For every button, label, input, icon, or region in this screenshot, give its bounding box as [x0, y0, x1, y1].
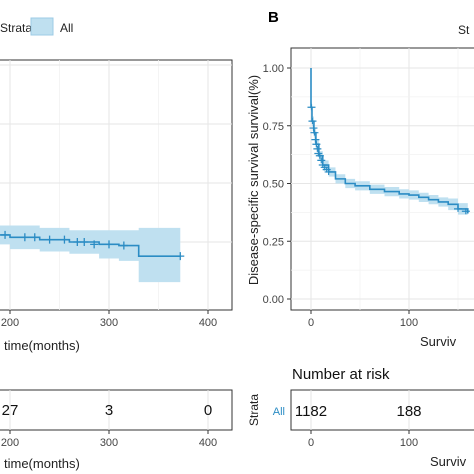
- risk-table-b-title: Number at risk: [292, 366, 390, 383]
- panel-b-frame: [290, 47, 474, 311]
- censor-mark: [73, 238, 82, 246]
- censor-mark: [105, 240, 113, 249]
- censor-mark: [308, 118, 317, 125]
- risk-table-b-grid: [310, 390, 410, 430]
- censor-mark: [317, 157, 326, 164]
- y-tick-label: 0.50: [263, 179, 284, 191]
- x-tick-label: 300: [100, 437, 118, 449]
- x-tick-label: 200: [1, 317, 19, 329]
- risk-table-a-frame: [0, 389, 233, 431]
- legend-a: Strata All: [0, 17, 73, 36]
- panel-b-ylabel: Disease-specific survival survival(%): [246, 75, 261, 285]
- panel-a-xlabel: time(months): [4, 338, 80, 353]
- censor-mark: [45, 235, 54, 244]
- legend-a-entry: All: [60, 21, 73, 35]
- x-tick-label: 0: [308, 437, 314, 449]
- x-tick-label: 100: [400, 317, 418, 329]
- censor-mark: [119, 241, 128, 250]
- risk-table-a-xticks: 200 300 400: [1, 430, 217, 449]
- censor-mark: [80, 238, 89, 246]
- censor-mark: [461, 208, 470, 215]
- censor-mark: [454, 205, 462, 212]
- risk-count: 0: [204, 402, 212, 419]
- panel-b-grid: [291, 48, 474, 310]
- legend-b-strata-label: St: [458, 23, 470, 37]
- risk-table-a-counts: 27 3 0: [2, 402, 213, 419]
- y-tick-label: 0.75: [263, 121, 284, 133]
- panel-b-ci-band: [311, 68, 468, 220]
- risk-count: 27: [2, 402, 19, 419]
- censor-mark: [30, 233, 39, 242]
- risk-count: 188: [396, 403, 421, 420]
- risk-table-b-counts: 1182 188: [295, 403, 422, 420]
- censor-mark: [315, 152, 324, 159]
- censor-mark: [310, 129, 319, 136]
- censor-mark: [311, 136, 320, 143]
- y-tick-label: 1.00: [263, 63, 284, 75]
- panel-b-xticks: 0 100: [308, 310, 418, 329]
- legend-a-strata-label: Strata: [0, 21, 32, 35]
- risk-table-b-xticks: 0 100: [308, 430, 418, 449]
- censor-mark: [309, 125, 318, 132]
- censor-mark: [176, 252, 185, 261]
- x-tick-label: 300: [100, 317, 118, 329]
- censor-mark: [20, 233, 29, 242]
- legend-a-swatch: [30, 17, 54, 36]
- risk-table-b-frame: [290, 389, 474, 431]
- risk-count: 3: [105, 402, 113, 419]
- censor-mark: [90, 240, 99, 249]
- panel-b-yticks: 1.00 0.75 0.50 0.25 0.00: [263, 63, 291, 306]
- risk-count: 1182: [295, 403, 327, 420]
- censor-mark: [1, 230, 10, 239]
- censor-mark: [312, 141, 321, 148]
- censor-mark: [324, 168, 333, 175]
- panel-b-xlabel: Surviv: [420, 334, 457, 349]
- ci-band-all: [311, 68, 468, 220]
- y-tick-label: 0.00: [263, 294, 284, 306]
- panel-b-plot: 1.00 0.75 0.50 0.25 0.00 0 100 Disease-specif…: [246, 47, 474, 349]
- risk-table-a-grid: [9, 390, 209, 430]
- risk-table-a-xlabel: time(months): [4, 456, 80, 471]
- panel-b-letter: B: [268, 9, 279, 26]
- risk-table-b: Number at risk Strata All 1182 188 0 100 S…: [247, 366, 474, 469]
- risk-table-a: 27 3 0 200 300 400 time(months): [0, 389, 233, 471]
- x-tick-label: 400: [199, 317, 217, 329]
- risk-table-b-xlabel: Surviv: [430, 454, 467, 469]
- censor-mark: [307, 104, 316, 111]
- risk-table-b-ylabel: Strata: [247, 394, 261, 426]
- x-tick-label: 200: [1, 437, 19, 449]
- panel-a-frame: [0, 59, 233, 311]
- censor-mark: [60, 235, 69, 244]
- censor-mark: [313, 145, 322, 152]
- panel-a-series: [0, 230, 185, 261]
- x-tick-label: 100: [400, 437, 418, 449]
- risk-table-b-row-label: All: [273, 406, 285, 418]
- panel-a-plot: 200 300 400 time(months): [0, 59, 233, 353]
- x-tick-label: 0: [308, 317, 314, 329]
- panel-b-series: [307, 68, 470, 215]
- y-tick-label: 0.25: [263, 236, 284, 248]
- x-tick-label: 400: [199, 437, 217, 449]
- panel-a-xticks: 200 300 400: [1, 310, 217, 329]
